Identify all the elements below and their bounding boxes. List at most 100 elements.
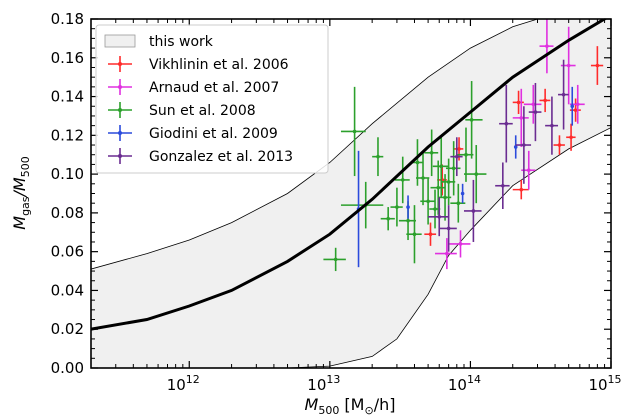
data-point [451, 166, 456, 171]
data-point [460, 191, 465, 196]
x-tick-label: 1013 [307, 373, 340, 394]
data-point [545, 44, 549, 48]
legend-marker-dot [118, 131, 122, 135]
legend-entry-0: this work [104, 34, 214, 50]
x-tick-label: 1014 [448, 373, 481, 394]
data-point [446, 226, 451, 231]
data-point [575, 102, 580, 107]
y-tick-label: 0.10 [51, 165, 84, 183]
data-point [557, 143, 562, 147]
data-point [421, 176, 425, 180]
legend-label: Gonzalez et al. 2013 [149, 149, 293, 165]
data-point [458, 242, 463, 246]
model-line-layer [91, 19, 608, 331]
data-point [566, 63, 571, 68]
data-point [429, 150, 434, 155]
data-point [533, 110, 538, 114]
data-point [439, 164, 444, 169]
x-tick-label: 1015 [588, 373, 621, 394]
data-point [573, 108, 578, 112]
x-axis-label: M500 [M⊙/h] [305, 395, 396, 417]
model-band [91, 19, 611, 368]
data-point [531, 102, 536, 107]
legend-entry-4: Giodini et al. 2009 [108, 125, 278, 142]
data-point [446, 180, 451, 184]
y-tick-label: 0.06 [51, 243, 84, 261]
series-4 [428, 59, 569, 252]
legend-entry-2: Arnaud et al. 2007 [108, 79, 279, 96]
data-point [406, 205, 410, 209]
data-point [433, 207, 437, 211]
data-series-layer [323, 19, 604, 272]
data-point [437, 214, 442, 219]
legend-marker-dot [118, 85, 122, 89]
data-point [333, 257, 338, 262]
y-tick-label: 0.02 [51, 320, 84, 338]
model-line [91, 19, 608, 331]
band-upper-edge [91, 19, 540, 270]
y-tick-label: 0.04 [51, 281, 84, 299]
data-point [471, 209, 476, 213]
y-tick-labels: 0.00 0.02 0.04 0.06 0.08 0.10 0.12 0.14 0.16 0.18 [51, 10, 84, 377]
y-tick-label: 0.16 [51, 49, 84, 67]
data-point [445, 251, 449, 256]
series-1 [435, 19, 585, 270]
y-axis-label: Mgas/M500 [10, 156, 32, 229]
data-point [443, 195, 447, 200]
legend-label: Giodini et al. 2009 [149, 126, 278, 142]
series-2 [323, 81, 487, 272]
legend-entry-3: Sun et al. 2008 [108, 102, 256, 119]
data-point [352, 129, 357, 134]
data-point [519, 187, 524, 192]
data-point [376, 154, 380, 159]
y-tick-label: 0.18 [51, 10, 84, 28]
data-point [428, 232, 433, 237]
data-point [543, 98, 547, 103]
model-band-layer [91, 19, 611, 368]
axis-ticks [90, 18, 612, 369]
legend-label: Arnaud et al. 2007 [149, 80, 279, 96]
data-point [400, 178, 405, 182]
data-point [457, 147, 461, 151]
x-tick-label: 1012 [167, 373, 200, 394]
legend-marker-dot [118, 62, 122, 66]
band-lower-edge [91, 127, 611, 368]
y-tick-label: 0.08 [51, 204, 84, 222]
data-point [501, 183, 505, 188]
data-point [561, 92, 566, 97]
data-point [513, 145, 518, 149]
data-point [456, 201, 461, 205]
data-point [415, 160, 420, 165]
data-point [595, 63, 600, 68]
data-point [522, 143, 526, 147]
legend-entry-5: Gonzalez et al. 2013 [108, 148, 293, 165]
data-point [474, 172, 479, 176]
legend-band-swatch [104, 34, 136, 48]
legend: this work Vikhlinin et al. 2006 Arnaud et … [95, 24, 329, 174]
x-tick-labels: 1012 1013 1014 1015 [167, 373, 622, 394]
legend-marker-dot [118, 154, 122, 158]
y-tick-label: 0.14 [51, 88, 84, 106]
data-point [526, 168, 531, 173]
data-point [395, 205, 399, 209]
legend-entry-1: Vikhlinin et al. 2006 [108, 56, 289, 73]
data-point [454, 154, 459, 159]
legend-marker-dot [118, 108, 122, 112]
data-point [412, 232, 417, 237]
data-point [504, 121, 509, 126]
y-tick-label: 0.00 [51, 359, 84, 377]
data-point [519, 116, 524, 120]
data-point [464, 152, 468, 157]
data-point [386, 216, 390, 221]
data-point [569, 135, 573, 140]
legend-label: Vikhlinin et al. 2006 [149, 57, 289, 73]
legend-box [95, 24, 329, 174]
data-point [550, 123, 554, 128]
y-tick-label: 0.12 [51, 126, 84, 144]
data-point [469, 118, 474, 122]
data-point [570, 104, 575, 109]
data-point [406, 218, 410, 223]
legend-label: Sun et al. 2008 [149, 103, 256, 119]
data-point [516, 100, 521, 105]
